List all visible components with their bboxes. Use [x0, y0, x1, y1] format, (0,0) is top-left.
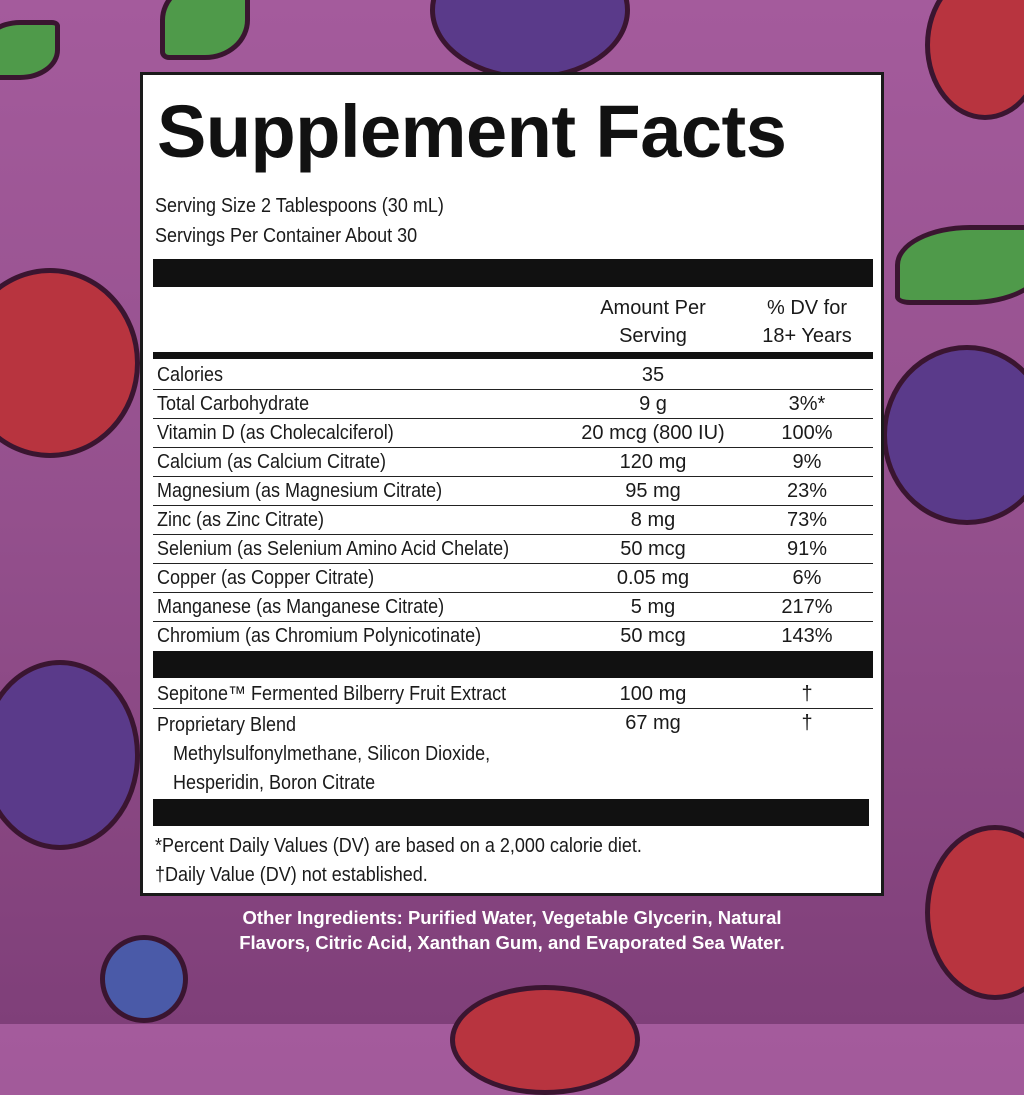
blend-name: Proprietary Blend: [157, 714, 297, 736]
leaf-illustration: [160, 0, 250, 60]
nutrient-name: Vitamin D (as Cholecalciferol): [157, 422, 394, 444]
blend-amount: 67 mg: [625, 712, 681, 734]
nutrient-row: Calcium (as Calcium Citrate) 120 mg 9%: [153, 448, 873, 477]
blackberry-illustration: [430, 0, 630, 80]
other-ingredients-line: Flavors, Citric Acid, Xanthan Gum, and E…: [239, 932, 785, 953]
nutrient-row: Chromium (as Chromium Polynicotinate) 50 …: [153, 622, 873, 651]
nutrient-amount: 9 g: [639, 393, 667, 415]
nutrient-amount: 0.05 mg: [616, 567, 690, 589]
nutrient-name: Calories: [157, 364, 224, 386]
strawberry-illustration: [925, 0, 1024, 120]
nutrient-row: Magnesium (as Magnesium Citrate) 95 mg 23%: [153, 477, 873, 506]
serving-size: Serving Size 2 Tablespoons (30 mL): [155, 195, 444, 217]
nutrient-dv: 73%: [786, 509, 828, 531]
nutrient-amount: 95 mg: [625, 480, 681, 502]
nutrient-amount: 8 mg: [630, 509, 676, 531]
blackberry-illustration: [0, 660, 140, 850]
nutrient-row: Calories 35: [153, 361, 873, 390]
sepitone-row: Sepitone™ Fermented Bilberry Fruit Extra…: [153, 680, 873, 709]
nutrient-amount: 35: [641, 364, 665, 386]
nutrient-dv: 6%: [792, 567, 822, 589]
divider-bar: [153, 259, 873, 287]
ingredient-dv: †: [801, 683, 813, 705]
nutrient-dv: 3%*: [788, 393, 826, 415]
nutrient-amount: 120 mg: [619, 451, 687, 473]
nutrient-dv: 9%: [792, 451, 822, 473]
nutrient-row: Manganese (as Manganese Citrate) 5 mg 217%: [153, 593, 873, 622]
nutrient-row: Selenium (as Selenium Amino Acid Chelate…: [153, 535, 873, 564]
nutrient-row: Vitamin D (as Cholecalciferol) 20 mcg (80…: [153, 419, 873, 448]
supplement-facts-panel: Supplement Facts Serving Size 2 Tablespo…: [140, 72, 884, 896]
blend-dv: †: [801, 712, 813, 734]
ingredient-amount: 100 mg: [619, 683, 687, 705]
panel-title: Supplement Facts: [157, 90, 787, 173]
nutrient-name: Total Carbohydrate: [157, 393, 310, 415]
divider-bar: [153, 651, 873, 678]
nutrient-name: Chromium (as Chromium Polynicotinate): [157, 625, 482, 647]
nutrient-name: Selenium (as Selenium Amino Acid Chelate…: [157, 538, 510, 560]
nutrient-dv: 217%: [781, 596, 833, 618]
nutrient-amount: 50 mcg: [620, 538, 686, 560]
ingredient-name: Sepitone™ Fermented Bilberry Fruit Extra…: [157, 683, 507, 705]
dv-header: % DV for: [766, 297, 848, 319]
nutrient-amount: 50 mcg: [620, 625, 686, 647]
nutrient-row: Total Carbohydrate 9 g 3%*: [153, 390, 873, 419]
other-ingredients-line: Other Ingredients: Purified Water, Veget…: [242, 907, 782, 928]
servings-per-container: Servings Per Container About 30: [155, 225, 418, 247]
nutrient-row: Copper (as Copper Citrate) 0.05 mg 6%: [153, 564, 873, 593]
blackberry-illustration: [882, 345, 1024, 525]
nutrient-dv: 23%: [786, 480, 828, 502]
nutrient-amount: 5 mg: [630, 596, 676, 618]
nutrient-name: Zinc (as Zinc Citrate): [157, 509, 325, 531]
divider-bar: [153, 799, 869, 826]
nutrient-dv: 143%: [781, 625, 833, 647]
dv-header: 18+ Years: [762, 325, 852, 347]
amount-header: Amount Per: [600, 297, 706, 319]
nutrient-name: Manganese (as Manganese Citrate): [157, 596, 445, 618]
footnote: †Daily Value (DV) not established.: [155, 864, 428, 886]
nutrient-dv: 91%: [786, 538, 828, 560]
blend-ingredients: Hesperidin, Boron Citrate: [173, 772, 376, 794]
nutrient-amount: 20 mcg (800 IU): [581, 422, 725, 444]
blend-ingredients: Methylsulfonylmethane, Silicon Dioxide,: [173, 743, 491, 765]
leaf-illustration: [895, 225, 1024, 305]
nutrient-name: Calcium (as Calcium Citrate): [157, 451, 387, 473]
amount-header: Serving: [619, 325, 687, 347]
strawberry-illustration: [450, 985, 640, 1095]
other-ingredients: Other Ingredients: Purified Water, Veget…: [0, 905, 1024, 955]
nutrient-name: Magnesium (as Magnesium Citrate): [157, 480, 443, 502]
nutrient-name: Copper (as Copper Citrate): [157, 567, 375, 589]
divider-bar: [153, 352, 873, 359]
leaf-illustration: [0, 20, 60, 80]
nutrient-row: Zinc (as Zinc Citrate) 8 mg 73%: [153, 506, 873, 535]
blueberry-illustration: [100, 935, 188, 1023]
nutrient-dv: 100%: [781, 422, 833, 444]
footnote: *Percent Daily Values (DV) are based on …: [155, 835, 642, 857]
strawberry-illustration: [0, 268, 140, 458]
